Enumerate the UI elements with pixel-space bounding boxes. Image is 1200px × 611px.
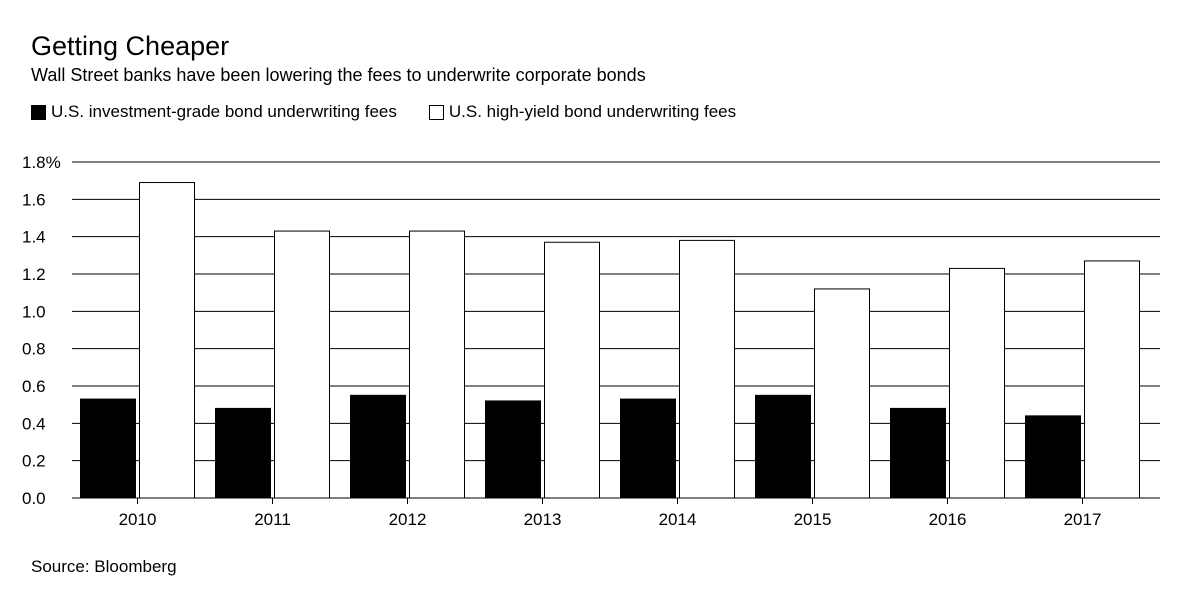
legend-entry-investment-grade: U.S. investment-grade bond underwriting …: [31, 101, 397, 123]
bar-high-yield: [949, 267, 1005, 499]
x-tick-label: 2015: [794, 510, 832, 529]
x-tick-label: 2017: [1064, 510, 1102, 529]
y-tick-label: 0.4: [22, 414, 46, 433]
x-tick-label: 2010: [119, 510, 157, 529]
bar-investment-grade: [890, 407, 946, 499]
x-tick-label: 2011: [254, 510, 291, 529]
y-tick-label: 1.8%: [22, 153, 61, 172]
legend-swatch-high-yield: [428, 104, 444, 120]
x-tick-label: 2013: [524, 510, 562, 529]
x-tick-label: 2016: [929, 510, 967, 529]
bar-investment-grade: [80, 398, 136, 499]
source-note: Source: Bloomberg: [31, 557, 177, 576]
chart-subtitle: Wall Street banks have been lowering the…: [31, 65, 646, 85]
y-tick-label: 1.4: [22, 228, 46, 247]
chart-title: Getting Cheaper: [31, 31, 230, 61]
bar-investment-grade: [215, 407, 271, 499]
legend-entry-high-yield: U.S. high-yield bond underwriting fees: [428, 101, 737, 123]
x-tick-label: 2014: [659, 510, 697, 529]
bar-high-yield: [409, 230, 465, 499]
bar-high-yield: [544, 241, 600, 499]
legend-label-investment-grade: U.S. investment-grade bond underwriting …: [51, 102, 397, 121]
bar-high-yield: [139, 182, 195, 499]
legend-swatch-investment-grade: [31, 104, 46, 120]
bar-high-yield: [679, 239, 735, 499]
y-tick-label: 0.8: [22, 340, 46, 359]
y-tick-label: 0.6: [22, 377, 46, 396]
bar-investment-grade: [350, 394, 406, 499]
legend-label-high-yield: U.S. high-yield bond underwriting fees: [448, 102, 737, 121]
bar-investment-grade: [620, 398, 676, 499]
bar-investment-grade: [755, 394, 811, 499]
bar-investment-grade: [1025, 415, 1081, 499]
x-tick-label: 2012: [389, 510, 427, 529]
y-tick-label: 1.6: [22, 190, 46, 209]
y-tick-label: 0.0: [22, 489, 46, 508]
bar-high-yield: [274, 230, 330, 499]
y-tick-label: 1.0: [22, 302, 46, 321]
bar-high-yield: [1084, 260, 1140, 499]
bar-high-yield: [814, 288, 870, 499]
legend: U.S. investment-grade bond underwriting …: [31, 101, 768, 123]
y-tick-label: 1.2: [22, 265, 46, 284]
bar-investment-grade: [485, 400, 541, 499]
y-tick-label: 0.2: [22, 452, 46, 471]
